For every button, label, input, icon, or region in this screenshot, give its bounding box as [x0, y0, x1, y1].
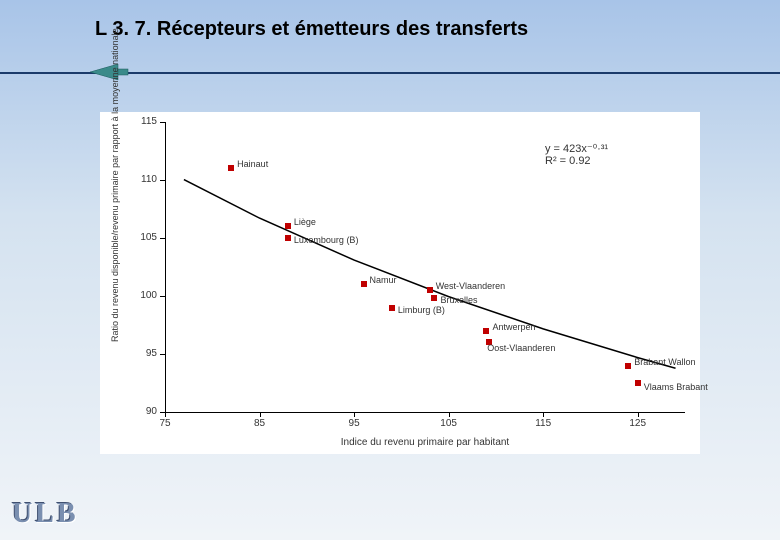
data-point-label: Hainaut — [237, 159, 268, 169]
data-point-label: Limburg (B) — [398, 305, 445, 315]
data-point-label: West-Vlaanderen — [436, 281, 505, 291]
data-point-label: Antwerpen — [492, 322, 535, 332]
x-tick — [543, 412, 544, 417]
y-axis-title: Ratio du revenu disponible/revenu primai… — [110, 142, 120, 342]
x-tick-label: 95 — [339, 418, 369, 429]
data-point-label: Liège — [294, 217, 316, 227]
data-point-label: Luxembourg (B) — [294, 235, 359, 245]
x-tick-label: 105 — [434, 418, 464, 429]
x-axis-title: Indice du revenu primaire par habitant — [165, 437, 685, 448]
data-point-label: Oost-Vlaanderen — [487, 343, 555, 353]
data-point — [228, 165, 234, 171]
x-axis — [165, 412, 685, 413]
x-tick — [449, 412, 450, 417]
trend-equation: y = 423x⁻⁰·³¹R² = 0.92 — [545, 142, 608, 167]
data-point — [427, 287, 433, 293]
data-point-label: Namur — [370, 275, 397, 285]
y-axis — [165, 122, 166, 412]
y-tick — [160, 354, 165, 355]
data-point-label: Bruxelles — [440, 295, 477, 305]
y-tick-label: 105 — [127, 232, 157, 243]
x-tick-label: 125 — [623, 418, 653, 429]
data-point — [431, 295, 437, 301]
slide-title: L 3. 7. Récepteurs et émetteurs des tran… — [95, 18, 528, 41]
data-point — [361, 281, 367, 287]
x-tick — [260, 412, 261, 417]
data-point-label: Vlaams Brabant — [644, 382, 708, 392]
x-tick — [165, 412, 166, 417]
y-tick — [160, 180, 165, 181]
x-tick-label: 115 — [528, 418, 558, 429]
y-tick — [160, 122, 165, 123]
x-tick-label: 85 — [245, 418, 275, 429]
plot-area: Hainaut Liège Luxembourg (B) Namur West-Vlaa… — [165, 122, 685, 412]
y-tick — [160, 238, 165, 239]
data-point — [625, 363, 631, 369]
y-tick-label: 115 — [127, 116, 157, 127]
y-tick — [160, 296, 165, 297]
data-point — [483, 328, 489, 334]
x-tick — [638, 412, 639, 417]
y-tick-label: 95 — [127, 348, 157, 359]
y-tick-label: 110 — [127, 174, 157, 185]
scatter-chart: Hainaut Liège Luxembourg (B) Namur West-Vlaa… — [100, 112, 700, 454]
ulb-logo: ULB — [12, 498, 79, 530]
y-tick-label: 100 — [127, 290, 157, 301]
data-point — [635, 380, 641, 386]
trendline — [184, 180, 676, 369]
data-point — [285, 223, 291, 229]
y-tick-label: 90 — [127, 406, 157, 417]
data-point-label: Brabant Wallon — [634, 357, 695, 367]
x-tick — [354, 412, 355, 417]
data-point — [285, 235, 291, 241]
x-tick-label: 75 — [150, 418, 180, 429]
data-point — [389, 305, 395, 311]
